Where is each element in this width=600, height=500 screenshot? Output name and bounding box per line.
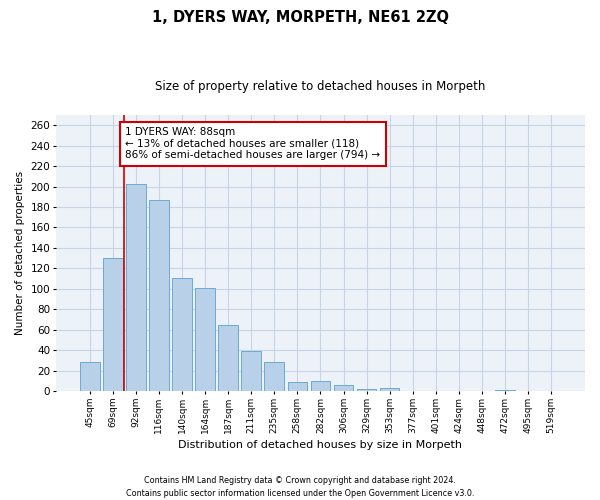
- Bar: [357, 389, 376, 391]
- Bar: [334, 385, 353, 391]
- Bar: [287, 382, 307, 391]
- Text: 1 DYERS WAY: 88sqm
← 13% of detached houses are smaller (118)
86% of semi-detach: 1 DYERS WAY: 88sqm ← 13% of detached hou…: [125, 128, 380, 160]
- Bar: [126, 184, 146, 391]
- Bar: [80, 362, 100, 391]
- Text: Contains HM Land Registry data © Crown copyright and database right 2024.
Contai: Contains HM Land Registry data © Crown c…: [126, 476, 474, 498]
- Bar: [172, 278, 192, 391]
- X-axis label: Distribution of detached houses by size in Morpeth: Distribution of detached houses by size …: [178, 440, 463, 450]
- Bar: [265, 362, 284, 391]
- Title: Size of property relative to detached houses in Morpeth: Size of property relative to detached ho…: [155, 80, 485, 93]
- Bar: [103, 258, 122, 391]
- Y-axis label: Number of detached properties: Number of detached properties: [15, 171, 25, 335]
- Bar: [195, 288, 215, 391]
- Bar: [241, 351, 261, 391]
- Bar: [380, 388, 400, 391]
- Text: 1, DYERS WAY, MORPETH, NE61 2ZQ: 1, DYERS WAY, MORPETH, NE61 2ZQ: [151, 10, 449, 25]
- Bar: [149, 200, 169, 391]
- Bar: [311, 381, 330, 391]
- Bar: [495, 390, 515, 391]
- Bar: [218, 324, 238, 391]
